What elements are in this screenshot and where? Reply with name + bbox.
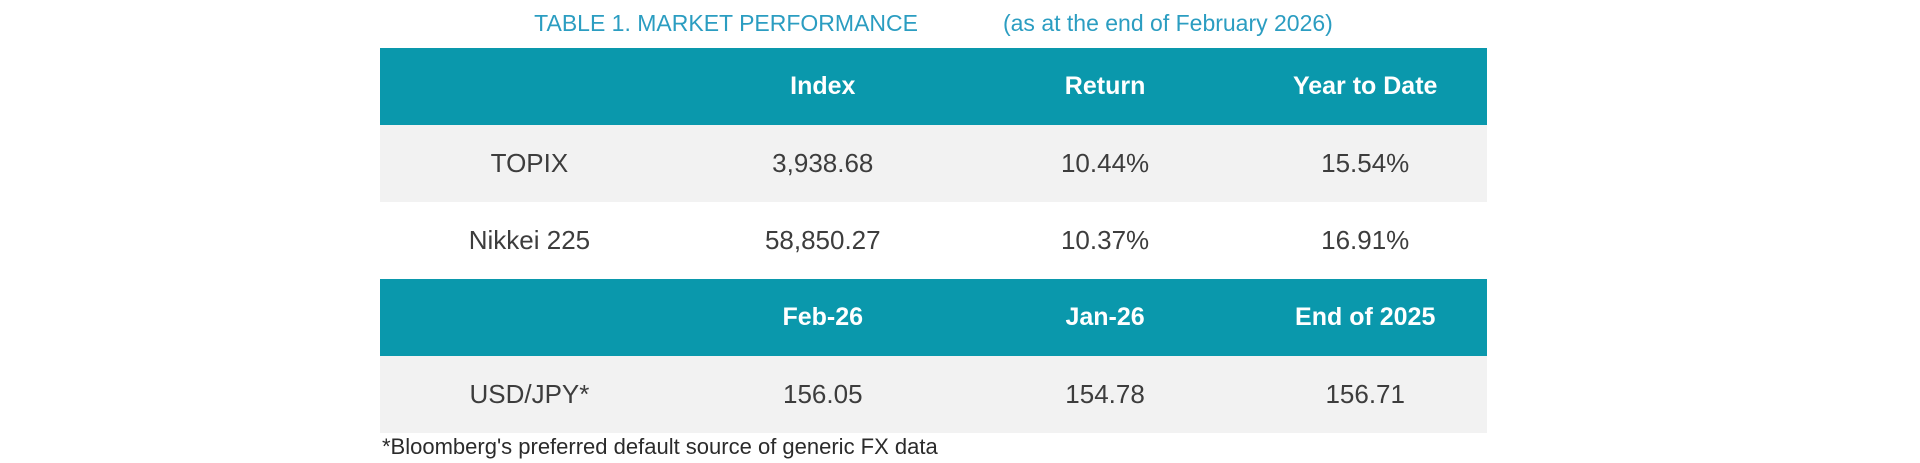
market-performance-table: Index Return Year to Date TOPIX 3,938.68… bbox=[380, 48, 1487, 433]
table-title: TABLE 1. MARKET PERFORMANCE (as at the e… bbox=[380, 10, 1487, 37]
table-title-main: TABLE 1. MARKET PERFORMANCE bbox=[534, 10, 918, 36]
row-label: TOPIX bbox=[490, 148, 569, 178]
cell-ytd-value: 16.91% bbox=[1321, 225, 1410, 255]
row-label: Nikkei 225 bbox=[468, 225, 591, 255]
col-header-ytd: Year to Date bbox=[1292, 72, 1438, 100]
cell-feb26-value: 156.05 bbox=[783, 379, 863, 409]
row-label: USD/JPY* bbox=[469, 379, 590, 409]
cell-index-value: 58,850.27 bbox=[764, 225, 881, 255]
cell-jan26-value: 154.78 bbox=[1065, 379, 1145, 409]
footnote: *Bloomberg's preferred default source of… bbox=[382, 434, 938, 459]
col-header-end2025: End of 2025 bbox=[1295, 303, 1436, 331]
col-header-jan26: Jan-26 bbox=[1065, 303, 1145, 331]
cell-return-value: 10.44% bbox=[1060, 148, 1150, 178]
index-table-header-row: Index Return Year to Date bbox=[380, 48, 1487, 125]
table-row-topix: TOPIX 3,938.68 10.44% 15.54% bbox=[380, 125, 1487, 202]
col-header-feb26: Feb-26 bbox=[782, 303, 864, 331]
cell-index-value: 3,938.68 bbox=[772, 148, 874, 178]
cell-end2025-value: 156.71 bbox=[1325, 379, 1405, 409]
table-row-usdjpy: USD/JPY* 156.05 154.78 156.71 bbox=[380, 356, 1487, 433]
fx-table-header-row: Feb-26 Jan-26 End of 2025 bbox=[380, 279, 1487, 356]
table-title-date: (as at the end of February 2026) bbox=[1002, 10, 1333, 36]
col-header-return: Return bbox=[1064, 72, 1146, 100]
table-row-nikkei: Nikkei 225 58,850.27 10.37% 16.91% bbox=[380, 202, 1487, 279]
cell-ytd-value: 15.54% bbox=[1321, 148, 1410, 178]
col-header-index: Index bbox=[790, 72, 856, 100]
cell-return-value: 10.37% bbox=[1060, 225, 1150, 255]
